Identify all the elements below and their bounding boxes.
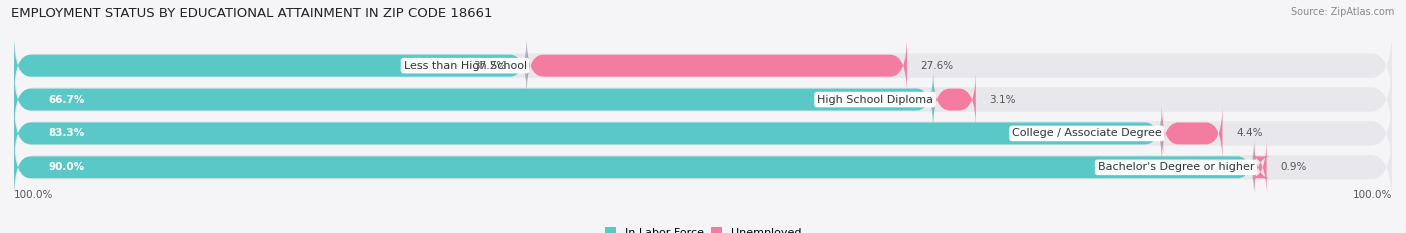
Text: EMPLOYMENT STATUS BY EDUCATIONAL ATTAINMENT IN ZIP CODE 18661: EMPLOYMENT STATUS BY EDUCATIONAL ATTAINM… bbox=[11, 7, 492, 20]
Text: College / Associate Degree: College / Associate Degree bbox=[1012, 128, 1161, 138]
FancyBboxPatch shape bbox=[1250, 138, 1271, 197]
FancyBboxPatch shape bbox=[1161, 104, 1222, 163]
FancyBboxPatch shape bbox=[14, 70, 934, 129]
FancyBboxPatch shape bbox=[527, 36, 907, 95]
FancyBboxPatch shape bbox=[934, 70, 976, 129]
FancyBboxPatch shape bbox=[14, 95, 1392, 172]
Legend: In Labor Force, Unemployed: In Labor Force, Unemployed bbox=[600, 223, 806, 233]
Text: 90.0%: 90.0% bbox=[48, 162, 84, 172]
Text: 100.0%: 100.0% bbox=[1353, 190, 1392, 200]
FancyBboxPatch shape bbox=[14, 129, 1392, 206]
FancyBboxPatch shape bbox=[14, 104, 1161, 163]
Text: 66.7%: 66.7% bbox=[48, 95, 84, 105]
FancyBboxPatch shape bbox=[14, 36, 527, 95]
Text: Bachelor's Degree or higher: Bachelor's Degree or higher bbox=[1098, 162, 1254, 172]
FancyBboxPatch shape bbox=[14, 138, 1254, 197]
Text: 100.0%: 100.0% bbox=[14, 190, 53, 200]
Text: 4.4%: 4.4% bbox=[1236, 128, 1263, 138]
Text: Source: ZipAtlas.com: Source: ZipAtlas.com bbox=[1291, 7, 1395, 17]
FancyBboxPatch shape bbox=[14, 27, 1392, 104]
Text: 3.1%: 3.1% bbox=[990, 95, 1017, 105]
Text: 37.2%: 37.2% bbox=[472, 61, 506, 71]
Text: Less than High School: Less than High School bbox=[404, 61, 527, 71]
Text: 0.9%: 0.9% bbox=[1281, 162, 1306, 172]
Text: 27.6%: 27.6% bbox=[921, 61, 953, 71]
FancyBboxPatch shape bbox=[14, 61, 1392, 138]
Text: 83.3%: 83.3% bbox=[48, 128, 84, 138]
Text: High School Diploma: High School Diploma bbox=[817, 95, 934, 105]
